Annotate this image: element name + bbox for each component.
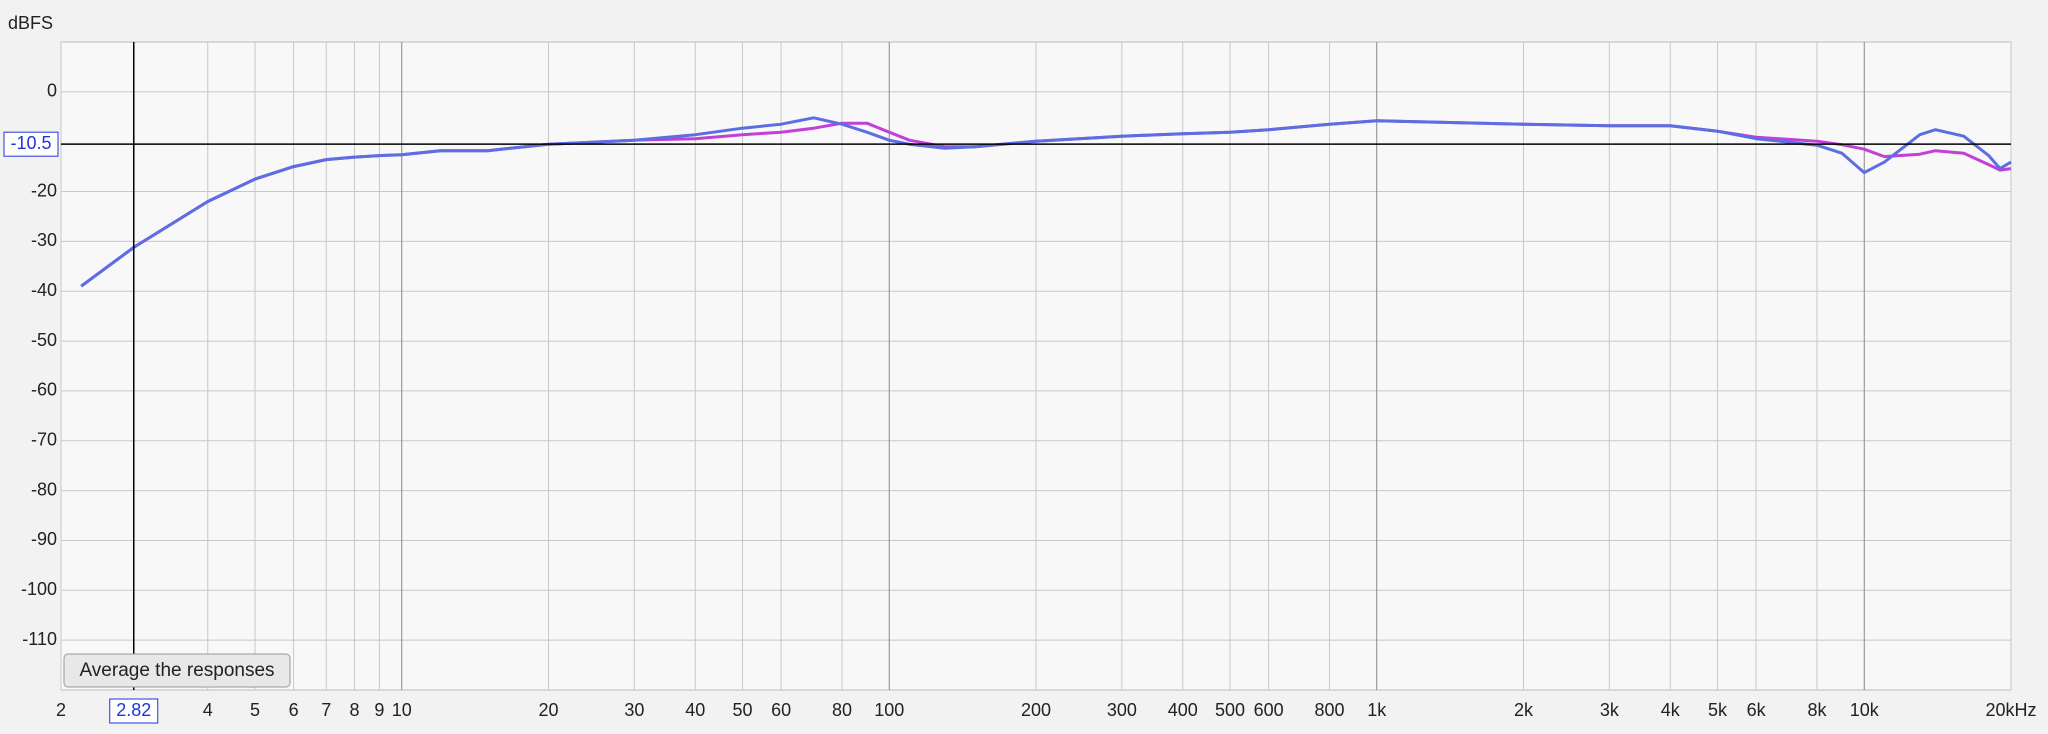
x-tick-label: 6k: [1747, 700, 1767, 720]
y-tick-label: 0: [47, 81, 57, 101]
cursor-y-label: -10.5: [10, 133, 51, 153]
x-tick-label: 300: [1107, 700, 1137, 720]
x-tick-label: 4: [203, 700, 213, 720]
cursor-x-box: [109, 698, 159, 724]
x-tick-label: 4k: [1661, 700, 1681, 720]
x-tick-label: 5: [250, 700, 260, 720]
response-line: [80, 116, 2012, 288]
x-tick-label: 2k: [1514, 700, 1534, 720]
y-tick-label: -40: [31, 280, 57, 300]
x-tick-label: 100: [874, 700, 904, 720]
x-tick-label: 10k: [1850, 700, 1880, 720]
x-tick-label: 1k: [1367, 700, 1387, 720]
x-tick-label: 200: [1021, 700, 1051, 720]
cursor-y-box: [3, 131, 59, 157]
x-tick-label: 60: [771, 700, 791, 720]
x-tick-label: 800: [1314, 700, 1344, 720]
button-bg[interactable]: [63, 653, 291, 688]
x-tick-label: 6: [289, 700, 299, 720]
x-tick-label: 20: [538, 700, 558, 720]
x-tick-label: 3k: [1600, 700, 1620, 720]
y-tick-label: -20: [31, 180, 57, 200]
x-tick-label: 7: [321, 700, 331, 720]
x-tick-label: 40: [685, 700, 705, 720]
x-tick-label: 8: [349, 700, 359, 720]
x-tick-label: 600: [1254, 700, 1284, 720]
y-tick-label: -60: [31, 380, 57, 400]
cursor-x-label: 2.82: [116, 700, 151, 720]
x-tick-label: 5k: [1708, 700, 1728, 720]
x-tick-label: 50: [732, 700, 752, 720]
y-axis-label: dBFS: [8, 13, 53, 33]
x-tick-label: 30: [624, 700, 644, 720]
x-tick-label: 500: [1215, 700, 1245, 720]
x-tick-label: 20kHz: [1985, 700, 2036, 720]
y-tick-label: -110: [22, 629, 57, 649]
x-tick-label: 8k: [1807, 700, 1827, 720]
y-tick-label: -30: [31, 230, 57, 250]
y-tick-label: -90: [31, 529, 57, 549]
y-tick-label: -70: [31, 430, 57, 450]
button[interactable]: Average the responses: [79, 660, 274, 681]
y-tick-label: -50: [31, 330, 57, 350]
x-tick-label: 2: [56, 700, 66, 720]
x-tick-label: 9: [374, 700, 384, 720]
y-tick-label: -100: [21, 579, 57, 599]
y-tick-label: -80: [31, 479, 57, 499]
x-tick-label: 10: [392, 700, 412, 720]
x-tick-label: 80: [832, 700, 852, 720]
x-tick-label: 400: [1168, 700, 1198, 720]
